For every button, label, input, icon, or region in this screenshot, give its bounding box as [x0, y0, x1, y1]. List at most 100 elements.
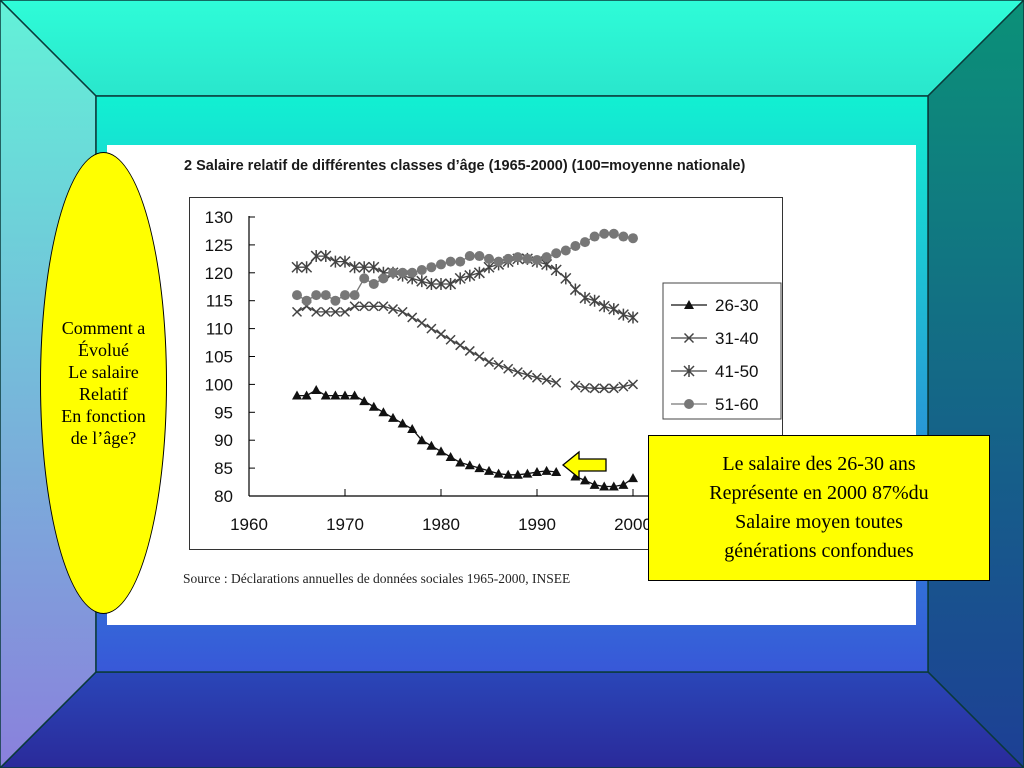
- data-point-41-50: [368, 261, 380, 274]
- data-point-51-60: [512, 252, 523, 263]
- data-point-41-50: [310, 250, 322, 263]
- y-tick-label: 130: [205, 208, 233, 227]
- data-point-26-30: [368, 401, 379, 411]
- data-point-26-30: [455, 457, 466, 467]
- x-tick-label: 1960: [230, 515, 268, 534]
- data-point-41-50: [349, 261, 361, 274]
- legend-marker-26-30: [684, 300, 694, 309]
- x-tick-label: 1990: [518, 515, 556, 534]
- data-point-31-40: [589, 383, 600, 394]
- data-point-31-40: [599, 383, 610, 394]
- data-point-51-60: [503, 253, 514, 264]
- data-point-41-50: [627, 311, 639, 324]
- x-tick-label: 2000: [614, 515, 652, 534]
- data-point-31-40: [531, 372, 543, 383]
- data-point-51-60: [618, 231, 629, 242]
- data-point-31-40: [426, 323, 437, 334]
- data-point-31-40: [407, 312, 418, 323]
- data-point-31-40: [618, 381, 629, 392]
- data-point-31-40: [320, 306, 331, 317]
- data-point-51-60: [484, 253, 494, 264]
- data-point-41-50: [550, 264, 562, 277]
- data-point-26-30: [618, 479, 629, 489]
- data-point-41-50: [320, 250, 332, 263]
- data-point-51-60: [320, 290, 331, 301]
- data-point-26-30: [416, 435, 427, 445]
- data-point-26-30: [397, 418, 408, 428]
- data-point-51-60: [551, 248, 562, 259]
- data-point-31-40: [368, 301, 379, 312]
- chart-title: 2 Salaire relatif de différentes classes…: [184, 158, 746, 174]
- data-point-51-60: [368, 278, 379, 289]
- data-point-51-60: [599, 228, 610, 239]
- y-tick-label: 85: [214, 459, 233, 478]
- data-point-26-30: [532, 467, 542, 477]
- data-point-26-30: [292, 390, 302, 400]
- data-point-26-30: [608, 481, 619, 491]
- x-tick-label: 1970: [326, 515, 364, 534]
- legend-box: [662, 282, 782, 420]
- data-point-26-30: [541, 465, 552, 475]
- data-point-51-60: [464, 251, 475, 262]
- legend-marker-51-60: [684, 399, 694, 409]
- data-point-26-30: [320, 390, 331, 400]
- data-point-26-30: [349, 390, 360, 400]
- data-point-51-60: [608, 228, 619, 239]
- data-point-26-30: [589, 479, 600, 489]
- data-point-41-50: [464, 269, 476, 282]
- data-point-31-40: [349, 301, 360, 312]
- y-tick-label: 120: [205, 264, 233, 283]
- y-tick-label: 90: [214, 431, 233, 450]
- data-point-31-40: [579, 382, 591, 393]
- data-point-41-50: [569, 283, 581, 296]
- data-point-26-30: [484, 465, 494, 475]
- y-tick-label: 115: [206, 292, 233, 311]
- data-point-51-60: [397, 267, 408, 278]
- data-point-31-40: [512, 367, 523, 378]
- data-point-51-60: [560, 245, 571, 256]
- data-point-26-30: [359, 396, 370, 406]
- data-point-41-50: [579, 291, 591, 304]
- data-point-41-50: [425, 277, 437, 290]
- data-point-41-50: [329, 255, 341, 268]
- data-point-31-40: [522, 369, 533, 380]
- data-point-26-30: [580, 475, 590, 485]
- data-point-31-40: [541, 374, 552, 385]
- data-point-51-60: [493, 256, 504, 267]
- data-point-51-60: [349, 290, 360, 301]
- y-tick-label: 100: [205, 375, 233, 394]
- frame-right-panel: [927, 0, 1024, 768]
- data-point-51-60: [474, 251, 485, 262]
- data-point-51-60: [340, 290, 350, 301]
- data-point-51-60: [359, 273, 370, 284]
- data-point-31-40: [359, 301, 370, 312]
- data-point-51-60: [378, 273, 389, 284]
- question-text: Comment a Évolué Le salaire Relatif En f…: [61, 318, 146, 448]
- data-point-31-40: [416, 317, 427, 329]
- data-point-26-30: [474, 463, 485, 473]
- data-point-41-50: [435, 277, 447, 290]
- data-point-41-50: [416, 275, 428, 288]
- data-point-31-40: [387, 304, 399, 315]
- data-point-26-30: [340, 390, 350, 400]
- data-point-41-50: [339, 255, 351, 268]
- question-oval: Comment a Évolué Le salaire Relatif En f…: [40, 152, 167, 614]
- data-point-41-50: [589, 294, 601, 307]
- data-point-26-30: [512, 469, 523, 479]
- data-point-51-60: [436, 259, 446, 270]
- data-point-31-40: [378, 301, 389, 312]
- y-tick-label: 110: [206, 320, 233, 339]
- data-point-41-50: [560, 272, 572, 285]
- data-point-31-40: [608, 383, 619, 394]
- data-point-41-50: [608, 303, 620, 316]
- data-point-41-50: [291, 261, 303, 274]
- data-point-51-60: [292, 290, 302, 301]
- frame-top-panel: [0, 0, 1024, 97]
- data-point-51-60: [407, 267, 418, 278]
- data-point-41-50: [301, 261, 313, 274]
- data-point-26-30: [493, 468, 504, 478]
- x-tick-label: 1980: [422, 515, 460, 534]
- data-point-26-30: [570, 471, 581, 481]
- y-tick-label: 105: [205, 348, 233, 367]
- data-point-26-30: [599, 481, 610, 491]
